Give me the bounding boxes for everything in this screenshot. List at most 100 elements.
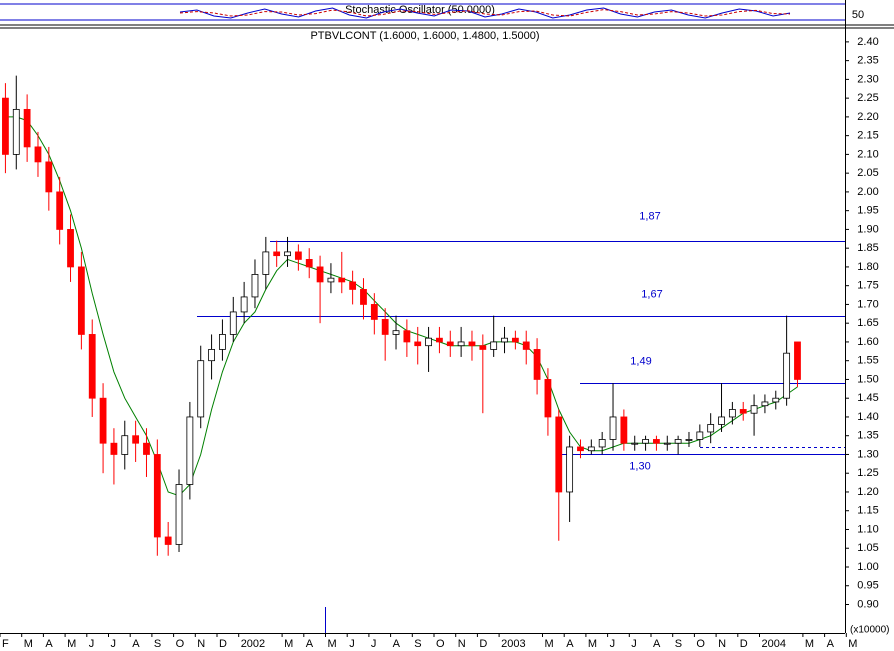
y-tick-label: 1.95 (857, 205, 878, 217)
candle-body (262, 251, 270, 275)
candle-body (696, 431, 704, 440)
x-tick-label: S (154, 638, 161, 650)
candle-body (750, 405, 758, 414)
y-tick-label: 2.20 (857, 111, 878, 123)
y-tick-label: 1.75 (857, 280, 878, 292)
candle-body (273, 251, 281, 257)
candle-body (143, 442, 150, 455)
candle-body (175, 484, 183, 545)
candle-body (403, 330, 411, 343)
candle-body (511, 337, 519, 343)
x-tick-label: M (805, 638, 814, 650)
candle-body (631, 442, 639, 445)
candle-body (360, 289, 367, 305)
x-tick-label: 2003 (501, 638, 525, 650)
stoch-d (179, 9, 791, 17)
candle-body (425, 337, 432, 347)
y-tick-label: 0.95 (857, 580, 878, 592)
x-tick-label: A (653, 638, 661, 650)
y-tick-label: 1.20 (857, 486, 878, 498)
level-label: 1,87 (639, 210, 660, 222)
x-tick-label: M (24, 638, 33, 650)
x-tick-label: O (696, 638, 705, 650)
candle-body (229, 311, 237, 335)
x-tick-label: A (45, 638, 53, 650)
candle-body (609, 416, 617, 440)
y-tick-label: 1.15 (857, 505, 878, 517)
x-tick-label: J (610, 638, 616, 650)
x-tick-label: J (89, 638, 95, 650)
y-tick-label: 1.45 (857, 392, 878, 404)
candle-body (620, 416, 628, 444)
level-label: 1,67 (641, 288, 662, 300)
y-tick-label: 1.35 (857, 430, 878, 442)
y-tick-label: 1.80 (857, 261, 878, 273)
candle-body (761, 401, 769, 407)
candle-body (110, 442, 118, 455)
x-tick-label: J (349, 638, 355, 650)
candle-body (577, 446, 584, 452)
stoch-tick-label: 50 (852, 9, 864, 21)
candle-body (794, 341, 801, 380)
candle-body (381, 319, 389, 335)
x-tick-label: F (2, 638, 9, 650)
y-tick-label: 1.40 (857, 411, 878, 423)
candle-body (153, 454, 161, 538)
x-tick-label: A (393, 638, 401, 650)
y-tick-label: 1.70 (857, 298, 878, 310)
candle-body (34, 146, 42, 163)
y-tick-label: 1.00 (857, 561, 878, 573)
candle-body (783, 352, 791, 399)
level-label: 1,49 (630, 355, 651, 367)
x-tick-label: A (306, 638, 314, 650)
y-tick-label: 1.30 (857, 448, 878, 460)
x-tick-label: S (675, 638, 682, 650)
candle-body (468, 341, 476, 347)
y-tick-label: 2.40 (857, 36, 878, 48)
candle-body (132, 435, 140, 444)
y-tick-label: 1.05 (857, 542, 878, 554)
y-tick-label: 2.35 (857, 55, 878, 67)
candle-body (739, 409, 747, 414)
candle-body (370, 304, 378, 320)
x-tick-label: N (197, 638, 205, 650)
candle-body (305, 259, 313, 268)
level-label: 1,30 (629, 460, 650, 472)
candle-body (566, 446, 574, 493)
x-tick-label: M (328, 638, 337, 650)
candle-body (316, 266, 324, 283)
candle-body (490, 341, 498, 350)
y-tick-label: 1.90 (857, 223, 878, 235)
candle-body (642, 439, 649, 444)
candle-body (663, 442, 671, 445)
x-tick-label: A (566, 638, 574, 650)
candle-body (436, 337, 443, 343)
y-tick-label: 2.30 (857, 73, 878, 85)
x-tick-label: N (718, 638, 726, 650)
candle-body (219, 334, 226, 350)
x-tick-label: A (827, 638, 835, 650)
candle-body (446, 341, 454, 347)
chart-title: PTBVLCONT (1.6000, 1.6000, 1.4800, 1.500… (310, 30, 539, 42)
candle-body (414, 341, 422, 347)
volume-unit: (x10000) (850, 625, 889, 636)
x-tick-label: J (111, 638, 117, 650)
x-tick-label: D (740, 638, 748, 650)
y-tick-label: 2.00 (857, 186, 878, 198)
candle-body (501, 337, 508, 343)
candle-body (67, 229, 74, 268)
y-tick-label: 2.10 (857, 148, 878, 160)
x-tick-label: J (631, 638, 637, 650)
candle-body (707, 424, 715, 433)
x-tick-label: M (588, 638, 597, 650)
candle-body (674, 439, 682, 444)
y-tick-label: 2.05 (857, 167, 878, 179)
y-tick-label: 2.15 (857, 130, 878, 142)
candle-body (685, 439, 693, 441)
x-tick-label: J (371, 638, 377, 650)
x-tick-label: O (436, 638, 445, 650)
candle-body (197, 360, 205, 418)
x-tick-label: A (132, 638, 140, 650)
